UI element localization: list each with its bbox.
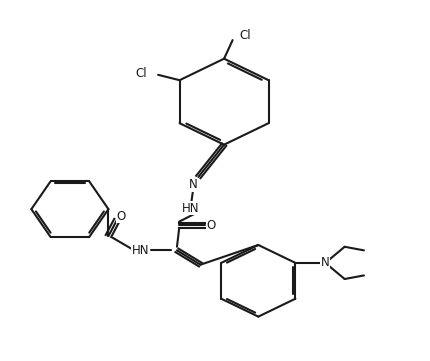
Text: HN: HN (132, 244, 149, 257)
Text: Cl: Cl (239, 29, 250, 42)
Text: HN: HN (182, 201, 200, 214)
Text: O: O (117, 210, 126, 223)
Text: O: O (206, 219, 215, 232)
Text: N: N (188, 178, 197, 191)
Text: N: N (320, 256, 329, 269)
Text: Cl: Cl (135, 67, 147, 80)
